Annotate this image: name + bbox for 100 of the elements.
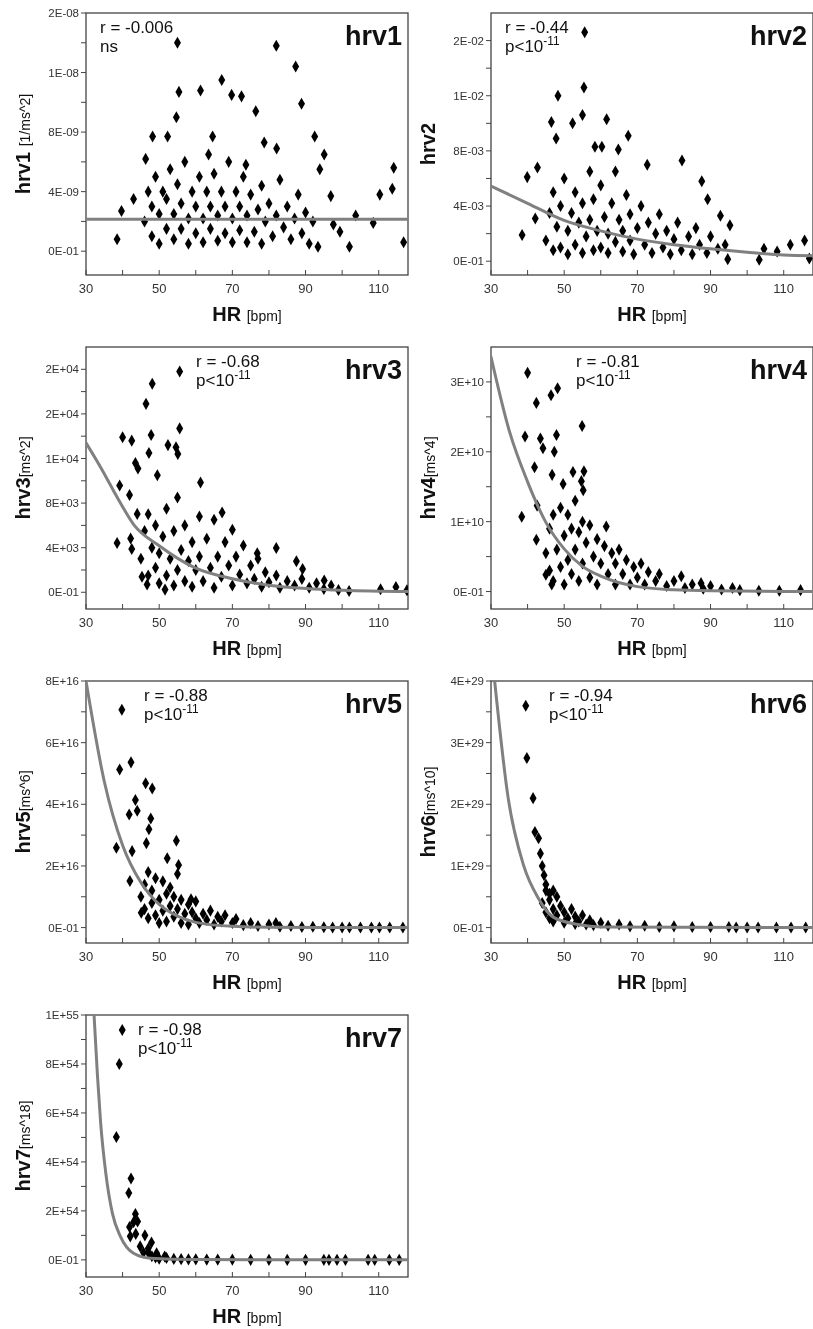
chart-title: hrv6 [749, 689, 807, 719]
y-axis-title: hrv6[ms^10] [417, 766, 439, 858]
x-axis-title: HR [bpm] [212, 303, 282, 325]
x-tick-label: 50 [556, 615, 572, 630]
annotation: r = -0.98 [138, 1020, 202, 1039]
y-tick-label: 0E-01 [48, 921, 79, 934]
y-axis-title: hrv1 [1/ms^2] [12, 93, 34, 195]
y-tick-label: 2E+16 [45, 859, 79, 872]
y-tick-label: 2E+04 [45, 363, 80, 376]
y-tick-label: 0E-01 [453, 921, 484, 934]
annotation: p<10$^{-11}$ [196, 368, 251, 390]
annotation: p<10$^{-11}$ [576, 368, 631, 390]
x-tick-label: 110 [368, 1283, 390, 1298]
annotation: p<10$^{-11}$ [505, 34, 560, 56]
x-tick-label: 50 [151, 949, 167, 964]
x-tick-label: 110 [368, 281, 390, 296]
x-tick-label: 30 [78, 949, 94, 964]
y-tick-label: 2E-02 [453, 34, 484, 47]
x-tick-label: 110 [368, 949, 390, 964]
y-tick-label: 8E+16 [45, 675, 79, 688]
x-tick-label: 30 [483, 949, 499, 964]
x-tick-label: 90 [298, 1283, 313, 1298]
x-axis-title: HR [bpm] [212, 971, 282, 993]
x-axis-title: HR [bpm] [617, 971, 687, 993]
y-tick-label: 2E+29 [450, 798, 484, 811]
annotation: r = -0.81 [576, 352, 640, 371]
x-tick-label: 30 [483, 281, 499, 296]
chart-title: hrv4 [749, 355, 807, 385]
x-tick-label: 90 [703, 281, 718, 296]
y-tick-label: 6E+16 [45, 736, 79, 749]
y-axis-title: hrv7[ms^18] [12, 1100, 34, 1192]
y-axis-title: hrv5[ms^6] [12, 770, 34, 854]
annotation: p<10$^{-11}$ [549, 702, 604, 724]
x-tick-label: 90 [298, 615, 313, 630]
y-tick-label: 4E+03 [45, 541, 79, 554]
y-tick-label: 1E+29 [450, 859, 484, 872]
x-tick-label: 90 [703, 949, 718, 964]
x-tick-label: 70 [225, 281, 240, 296]
annotation: r = -0.006 [100, 18, 174, 37]
x-tick-label: 70 [630, 949, 645, 964]
chart-title: hrv2 [749, 21, 807, 51]
y-tick-label: 0E-01 [48, 245, 79, 258]
x-tick-label: 110 [773, 615, 795, 630]
chart-title: hrv5 [344, 689, 402, 719]
y-axis-title: hrv3[ms^2] [12, 436, 34, 520]
annotation: p<10$^{-11}$ [144, 702, 199, 724]
x-tick-label: 70 [630, 615, 645, 630]
annotation: r = -0.88 [144, 686, 208, 705]
x-tick-label: 70 [225, 1283, 240, 1298]
annotation: r = -0.94 [549, 686, 613, 705]
x-tick-label: 30 [483, 615, 499, 630]
chart-title: hrv1 [344, 21, 402, 51]
x-tick-label: 50 [556, 281, 572, 296]
y-tick-label: 0E-01 [48, 586, 79, 599]
annotation: p<10$^{-11}$ [138, 1036, 193, 1058]
annotation: r = -0.68 [196, 352, 260, 371]
y-tick-label: 8E-09 [48, 126, 79, 139]
y-tick-label: 1E-08 [48, 66, 79, 79]
y-tick-label: 0E-01 [453, 255, 484, 268]
y-tick-label: 4E-03 [453, 200, 484, 213]
y-tick-label: 4E+54 [45, 1155, 80, 1168]
y-tick-label: 0E-01 [453, 585, 484, 598]
x-axis-title: HR [bpm] [212, 1305, 282, 1327]
x-tick-label: 110 [773, 949, 795, 964]
x-tick-label: 30 [78, 615, 94, 630]
x-axis-title: HR [bpm] [617, 637, 687, 659]
x-axis-title: HR [bpm] [212, 637, 282, 659]
y-tick-label: 8E+54 [45, 1058, 80, 1070]
y-tick-label: 4E+16 [45, 798, 79, 811]
x-tick-label: 70 [225, 615, 240, 630]
x-tick-label: 90 [703, 615, 718, 630]
x-tick-label: 30 [78, 281, 94, 296]
y-tick-label: 3E+10 [450, 375, 484, 388]
x-tick-label: 70 [630, 281, 645, 296]
x-tick-label: 70 [225, 949, 240, 964]
y-tick-label: 2E-08 [48, 7, 79, 20]
y-axis-title: hrv4[ms^4] [417, 436, 439, 520]
y-tick-label: 1E+04 [45, 452, 80, 465]
x-tick-label: 30 [78, 1283, 94, 1298]
x-tick-label: 110 [773, 281, 795, 296]
annotation: r = -0.44 [505, 18, 569, 37]
x-tick-label: 50 [556, 949, 572, 964]
y-tick-label: 3E+29 [450, 736, 484, 749]
y-tick-label: 6E+54 [45, 1106, 80, 1119]
x-tick-label: 110 [368, 615, 390, 630]
y-axis-title: hrv2 [417, 122, 439, 166]
y-tick-label: 8E+03 [45, 497, 79, 510]
y-tick-label: 1E-02 [453, 89, 484, 102]
x-axis-title: HR [bpm] [617, 303, 687, 325]
y-tick-label: 4E-09 [48, 185, 79, 198]
y-tick-label: 2E+10 [450, 445, 484, 458]
y-tick-label: 0E-01 [48, 1253, 79, 1266]
y-tick-label: 2E+54 [45, 1204, 80, 1217]
chart-title: hrv3 [344, 355, 402, 385]
x-tick-label: 90 [298, 281, 313, 296]
x-tick-label: 50 [151, 1283, 167, 1298]
y-tick-label: 1E+10 [450, 515, 484, 528]
x-tick-label: 50 [151, 615, 167, 630]
y-tick-label: 8E-03 [453, 144, 484, 157]
y-tick-label: 2E+04 [45, 407, 80, 420]
